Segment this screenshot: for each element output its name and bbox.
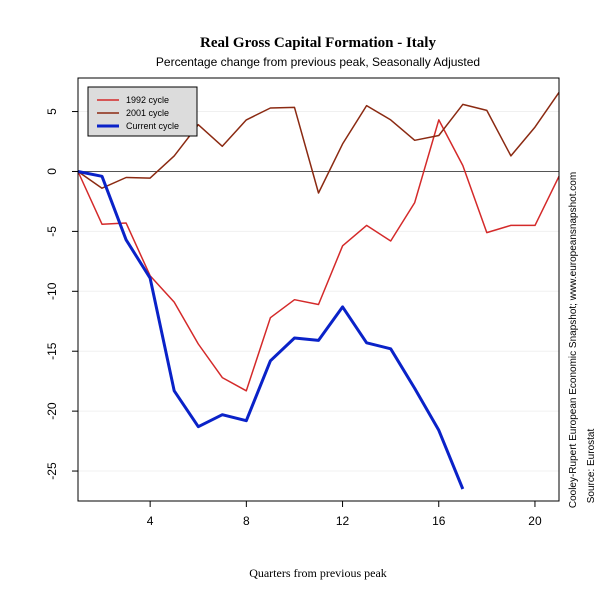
x-axis-label: Quarters from previous peak: [249, 566, 387, 580]
y-axis-ticks: 5 0 -5 -10 -15 -20 -25: [45, 108, 78, 480]
x-axis-ticks: 4 8 12 16 20: [147, 501, 542, 528]
x-tick-label: 8: [243, 514, 250, 528]
series-lines: [77, 91, 560, 490]
legend-label-1: 1992 cycle: [126, 95, 169, 105]
y-tick-label: 5: [45, 108, 59, 115]
y-tick-label: -5: [45, 226, 59, 237]
chart-subtitle: Percentage change from previous peak, Se…: [156, 55, 480, 69]
legend-label-3: Current cycle: [126, 121, 179, 131]
y-tick-label: -15: [45, 342, 59, 360]
legend-entries: 1992 cycle 2001 cycle Current cycle: [97, 95, 179, 131]
legend-box: [87, 86, 198, 137]
y-tick-label: -10: [45, 282, 59, 300]
series-line-2: [77, 91, 560, 194]
legend: 1992 cycle 2001 cycle Current cycle: [87, 86, 198, 137]
credit-note: Cooley-Rupert European Economic Snapshot…: [568, 172, 579, 508]
x-tick-label: 4: [147, 514, 154, 528]
gridlines: [78, 111, 559, 472]
series-line-3: [77, 170, 465, 490]
plot-frame: [77, 77, 560, 502]
chart-title: Real Gross Capital Formation - Italy: [200, 35, 436, 51]
x-tick-label: 16: [432, 514, 446, 528]
source-note: Source: Eurostat: [586, 429, 597, 504]
x-tick-label: 20: [528, 514, 542, 528]
series-line-1: [77, 119, 560, 392]
x-tick-label: 12: [336, 514, 350, 528]
y-tick-label: -20: [45, 402, 59, 420]
y-tick-label: -25: [45, 462, 59, 480]
legend-label-2: 2001 cycle: [126, 108, 169, 118]
y-tick-label: 0: [45, 168, 59, 175]
